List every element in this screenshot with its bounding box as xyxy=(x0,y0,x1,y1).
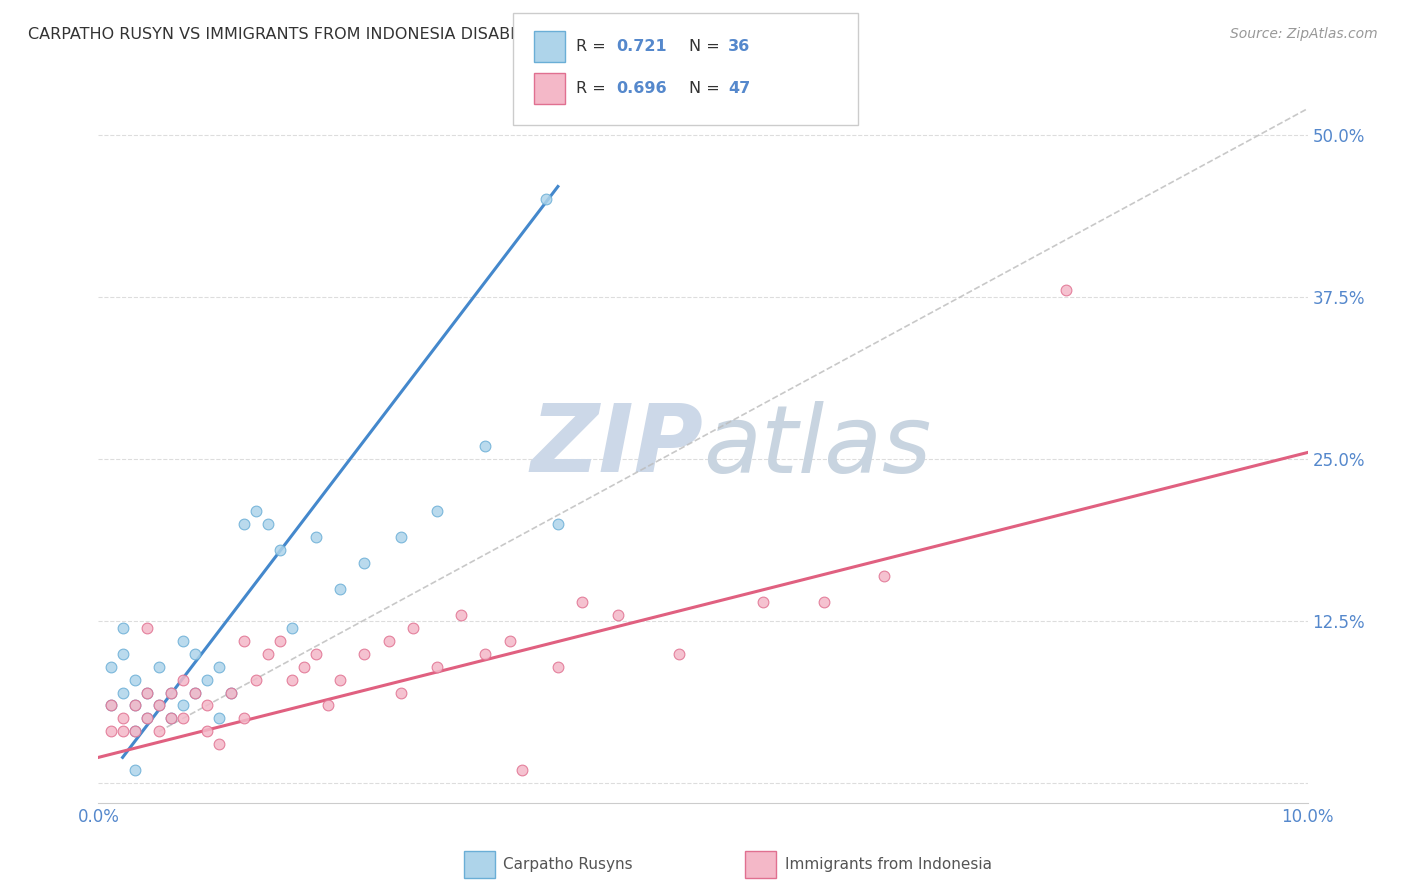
Point xyxy=(292,659,315,673)
Point xyxy=(426,659,449,673)
Point xyxy=(135,621,157,635)
Point xyxy=(329,582,352,596)
Point xyxy=(124,698,146,713)
Point xyxy=(208,659,231,673)
Point xyxy=(281,673,304,687)
Point xyxy=(195,673,218,687)
Point xyxy=(100,724,122,739)
Point xyxy=(135,711,157,725)
Point xyxy=(160,685,183,699)
Text: 36: 36 xyxy=(728,39,751,54)
Text: CARPATHO RUSYN VS IMMIGRANTS FROM INDONESIA DISABILITY AGE 5 TO 17 CORRELATION C: CARPATHO RUSYN VS IMMIGRANTS FROM INDONE… xyxy=(28,27,834,42)
Text: 0.721: 0.721 xyxy=(616,39,666,54)
Text: 47: 47 xyxy=(728,81,751,95)
Point xyxy=(160,711,183,725)
Point xyxy=(160,711,183,725)
Text: Carpatho Rusyns: Carpatho Rusyns xyxy=(503,857,633,871)
Point xyxy=(232,711,254,725)
Point xyxy=(232,633,254,648)
Point xyxy=(571,595,593,609)
Point xyxy=(1054,283,1077,297)
Text: N =: N = xyxy=(689,81,725,95)
Point xyxy=(124,724,146,739)
Text: 0.696: 0.696 xyxy=(616,81,666,95)
Point xyxy=(208,738,231,752)
Point xyxy=(305,647,328,661)
Point xyxy=(389,530,412,544)
Point xyxy=(534,193,557,207)
Point xyxy=(450,607,472,622)
Point xyxy=(389,685,412,699)
Point xyxy=(172,711,194,725)
Point xyxy=(124,673,146,687)
Point xyxy=(111,647,134,661)
Point xyxy=(148,698,170,713)
Point xyxy=(100,698,122,713)
Point xyxy=(148,659,170,673)
Point xyxy=(353,556,375,570)
Point xyxy=(111,621,134,635)
Point xyxy=(607,607,630,622)
Text: R =: R = xyxy=(576,39,612,54)
Point xyxy=(232,516,254,531)
Point xyxy=(100,698,122,713)
Point xyxy=(148,724,170,739)
Point xyxy=(305,530,328,544)
Point xyxy=(547,659,569,673)
Point xyxy=(221,685,243,699)
Point xyxy=(245,504,267,518)
Point xyxy=(256,647,278,661)
Text: Source: ZipAtlas.com: Source: ZipAtlas.com xyxy=(1230,27,1378,41)
Point xyxy=(256,516,278,531)
Point xyxy=(135,685,157,699)
Point xyxy=(474,439,496,453)
Point xyxy=(111,685,134,699)
Point xyxy=(269,633,291,648)
Point xyxy=(402,621,425,635)
Point xyxy=(353,647,375,661)
Point xyxy=(498,633,520,648)
Point xyxy=(668,647,690,661)
Point xyxy=(377,633,399,648)
Point xyxy=(547,516,569,531)
Point xyxy=(195,698,218,713)
Point xyxy=(195,724,218,739)
Point xyxy=(111,711,134,725)
Text: atlas: atlas xyxy=(703,401,931,491)
Point xyxy=(124,764,146,778)
Point xyxy=(135,685,157,699)
Point xyxy=(184,685,207,699)
Point xyxy=(426,504,449,518)
Text: ZIP: ZIP xyxy=(530,400,703,492)
Point xyxy=(221,685,243,699)
Point xyxy=(316,698,339,713)
Point xyxy=(281,621,304,635)
Point xyxy=(124,698,146,713)
Text: R =: R = xyxy=(576,81,612,95)
Point xyxy=(184,685,207,699)
Text: Immigrants from Indonesia: Immigrants from Indonesia xyxy=(785,857,991,871)
Point xyxy=(752,595,775,609)
Point xyxy=(329,673,352,687)
Point xyxy=(172,698,194,713)
Point xyxy=(813,595,835,609)
Point xyxy=(111,724,134,739)
Point xyxy=(208,711,231,725)
Point xyxy=(100,659,122,673)
Point xyxy=(184,647,207,661)
Point xyxy=(474,647,496,661)
Point xyxy=(160,685,183,699)
Point xyxy=(873,568,896,582)
Text: N =: N = xyxy=(689,39,725,54)
Point xyxy=(269,542,291,557)
Point xyxy=(172,633,194,648)
Point xyxy=(148,698,170,713)
Point xyxy=(510,764,533,778)
Point xyxy=(135,711,157,725)
Point xyxy=(245,673,267,687)
Point xyxy=(124,724,146,739)
Point xyxy=(172,673,194,687)
